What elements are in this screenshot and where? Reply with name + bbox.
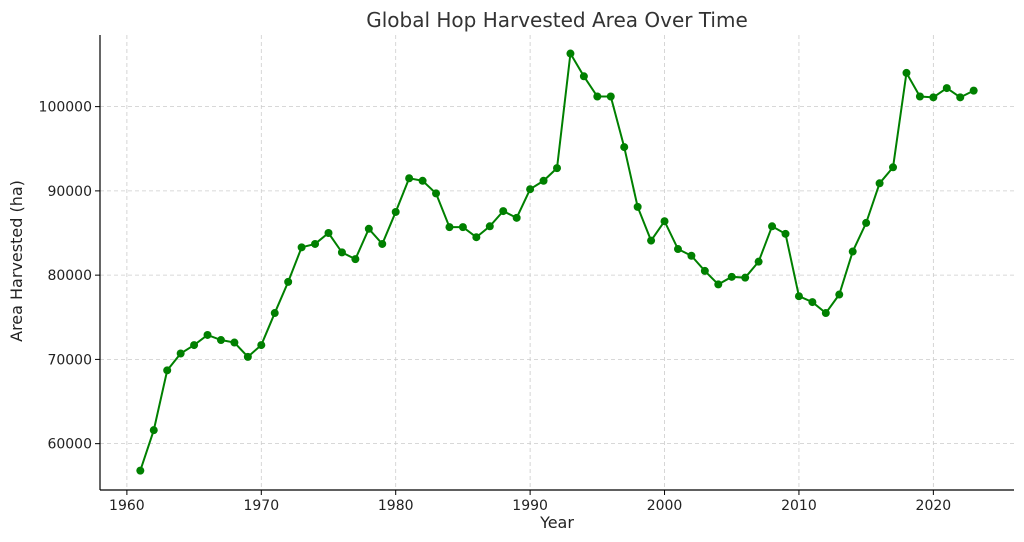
x-tick-label: 2020 [916, 498, 952, 514]
x-tick-label: 1960 [109, 498, 145, 514]
data-point-1973 [297, 243, 306, 252]
data-point-2012 [821, 309, 830, 318]
data-point-1988 [499, 207, 508, 216]
data-point-2016 [875, 179, 884, 188]
data-point-2007 [754, 257, 763, 266]
data-point-2011 [808, 298, 817, 307]
data-point-1972 [284, 277, 293, 286]
data-point-1970 [257, 341, 266, 350]
data-point-1963 [163, 366, 172, 375]
data-point-1996 [606, 92, 615, 101]
data-point-1997 [620, 143, 629, 152]
data-point-1991 [539, 176, 548, 185]
data-point-2000 [660, 217, 669, 226]
data-point-1987 [485, 222, 494, 231]
data-point-2004 [714, 280, 723, 289]
data-point-2008 [768, 222, 777, 231]
data-point-1971 [270, 309, 279, 318]
data-point-1974 [311, 239, 320, 248]
data-point-2006 [741, 273, 750, 282]
data-point-1998 [633, 202, 642, 211]
axes [99, 35, 1014, 491]
grid [100, 35, 1014, 490]
data-point-2021 [942, 84, 951, 93]
data-point-1966 [203, 330, 212, 339]
data-point-1989 [512, 213, 521, 222]
data-point-2001 [673, 245, 682, 254]
data-point-1995 [593, 92, 602, 101]
data-point-2023 [969, 86, 978, 95]
data-point-2014 [848, 247, 857, 256]
data-point-1986 [472, 233, 481, 242]
x-tick-label: 1970 [243, 498, 279, 514]
data-point-1979 [378, 239, 387, 248]
y-tick-label: 70000 [47, 352, 92, 368]
data-point-1985 [458, 223, 467, 232]
data-point-1961 [136, 466, 145, 475]
data-point-1975 [324, 229, 333, 238]
data-point-2003 [700, 266, 709, 275]
data-point-1999 [647, 236, 656, 245]
data-point-1994 [579, 72, 588, 81]
data-point-2017 [889, 163, 898, 172]
x-axis-label: Year [539, 513, 574, 532]
data-point-2002 [687, 251, 696, 260]
data-point-2018 [902, 68, 911, 77]
data-point-1967 [216, 336, 225, 345]
data-point-2015 [862, 218, 871, 227]
data-point-2009 [781, 229, 790, 238]
data-point-1962 [149, 426, 158, 435]
data-point-1993 [566, 49, 575, 58]
data-point-1977 [351, 255, 360, 264]
y-axis-label: Area Harvested (ha) [7, 180, 26, 342]
data-point-1981 [405, 174, 414, 183]
data-point-1964 [176, 349, 185, 358]
y-tick-label: 80000 [47, 268, 92, 284]
x-tick-label: 2000 [647, 498, 683, 514]
data-point-2020 [929, 93, 938, 102]
data-point-1980 [391, 207, 400, 216]
data-point-1992 [553, 164, 561, 173]
data-point-1976 [337, 248, 346, 257]
data-points [136, 49, 978, 475]
data-point-1984 [445, 223, 454, 232]
data-point-1983 [432, 189, 441, 198]
data-point-1990 [526, 185, 535, 194]
data-point-2022 [956, 93, 965, 102]
series-line [139, 50, 975, 471]
y-tick-label: 60000 [47, 437, 92, 453]
data-point-2019 [915, 92, 924, 101]
y-tick-label: 100000 [39, 100, 92, 116]
x-tick-label: 1980 [378, 498, 414, 514]
y-ticks: 60000 70000 80000 90000 100000 [39, 100, 100, 453]
data-point-1969 [243, 352, 252, 361]
data-point-1968 [230, 338, 239, 347]
data-point-1982 [418, 176, 427, 185]
x-ticks: 1960 1970 1980 1990 2000 2010 2020 [109, 490, 951, 514]
data-point-2010 [794, 292, 803, 301]
chart-title: Global Hop Harvested Area Over Time [366, 8, 748, 32]
y-tick-label: 90000 [47, 184, 92, 200]
data-point-2013 [835, 290, 844, 299]
data-point-1978 [364, 224, 373, 233]
data-point-2005 [727, 272, 736, 281]
x-tick-label: 1990 [512, 498, 548, 514]
data-point-1965 [190, 341, 199, 350]
x-tick-label: 2010 [781, 498, 817, 514]
